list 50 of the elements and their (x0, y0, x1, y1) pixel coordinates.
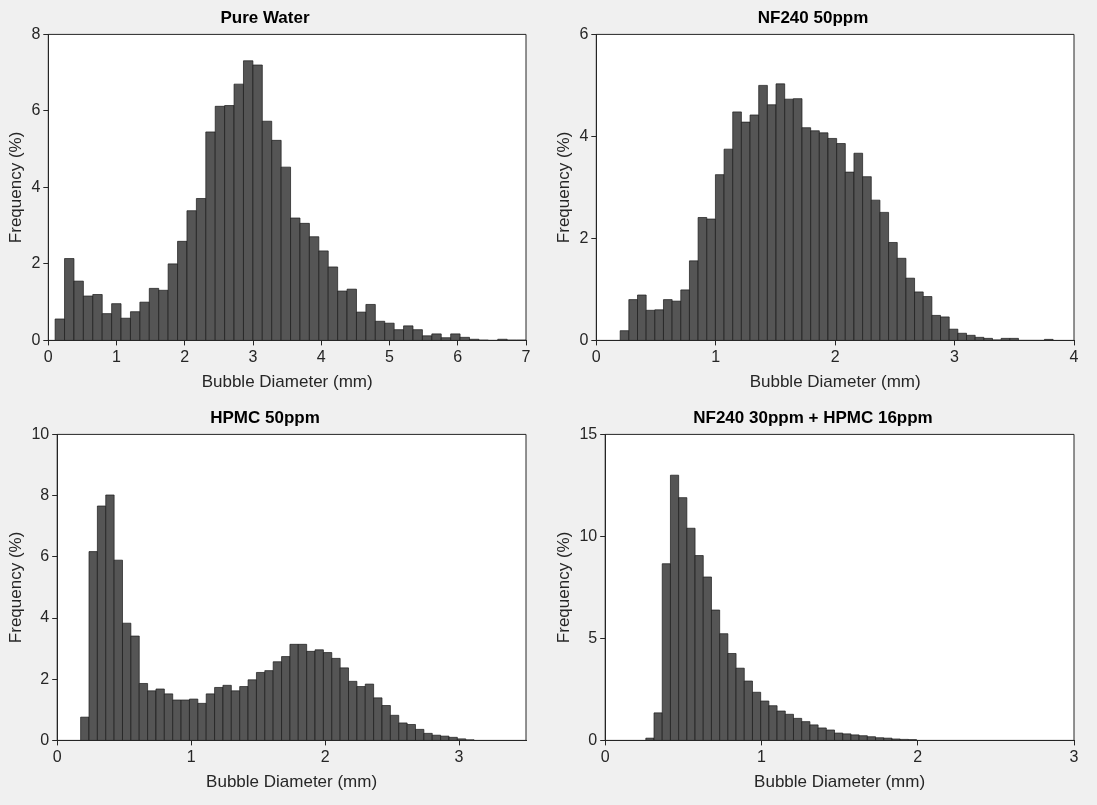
y-tick-label: 0 (579, 330, 589, 348)
x-tick-label: 0 (600, 748, 610, 766)
y-axis-title: Frequency (%) (553, 131, 573, 244)
x-tick-label: 6 (453, 348, 463, 366)
chart-title: HPMC 50ppm (210, 407, 320, 427)
x-tick-label: 2 (913, 748, 923, 766)
y-tick-label: 10 (579, 526, 598, 544)
y-tick-label: 5 (588, 628, 598, 646)
y-axis-title: Frequency (%) (5, 531, 25, 644)
x-tick-label: 5 (385, 348, 395, 366)
x-tick-label: 3 (454, 748, 464, 766)
x-axis-title: Bubble Diameter (mm) (201, 372, 373, 392)
x-tick-label: 7 (521, 348, 531, 366)
y-axis-title: Frequency (%) (5, 131, 25, 244)
chart-title: NF240 30ppm + HPMC 16ppm (693, 407, 933, 427)
y-tick-label: 8 (40, 486, 50, 504)
x-tick-label: 3 (248, 348, 258, 366)
y-tick-label: 6 (40, 547, 50, 565)
y-tick-label: 0 (40, 730, 50, 748)
y-tick-label: 4 (579, 126, 589, 144)
x-tick-label: 1 (711, 348, 721, 366)
y-tick-label: 0 (588, 730, 598, 748)
y-tick-label: 2 (31, 254, 41, 272)
y-tick-label: 4 (40, 608, 50, 626)
x-tick-label: 4 (1069, 348, 1079, 366)
y-axis-title: Frequency (%) (553, 531, 573, 644)
y-tick-label: 15 (579, 424, 598, 442)
y-tick-label: 8 (31, 24, 41, 42)
x-tick-label: 1 (112, 348, 122, 366)
x-tick-label: 4 (316, 348, 326, 366)
x-tick-label: 2 (180, 348, 190, 366)
y-tick-label: 2 (40, 669, 50, 687)
x-tick-label: 2 (830, 348, 840, 366)
y-tick-label: 10 (31, 424, 50, 442)
x-axis-title: Bubble Diameter (mm) (749, 372, 921, 392)
x-tick-label: 3 (950, 348, 960, 366)
x-tick-label: 1 (757, 748, 767, 766)
y-tick-label: 6 (31, 101, 41, 119)
chart-title: Pure Water (220, 7, 310, 27)
x-tick-label: 3 (1069, 748, 1079, 766)
y-tick-label: 6 (579, 24, 589, 42)
x-axis-title: Bubble Diameter (mm) (206, 772, 378, 792)
y-tick-label: 4 (31, 177, 41, 195)
y-tick-label: 2 (579, 228, 589, 246)
x-tick-label: 2 (320, 748, 330, 766)
y-tick-label: 0 (31, 330, 41, 348)
x-tick-label: 0 (52, 748, 62, 766)
chart-title: NF240 50ppm (757, 7, 869, 27)
x-tick-label: 1 (186, 748, 196, 766)
x-axis-title: Bubble Diameter (mm) (754, 772, 926, 792)
